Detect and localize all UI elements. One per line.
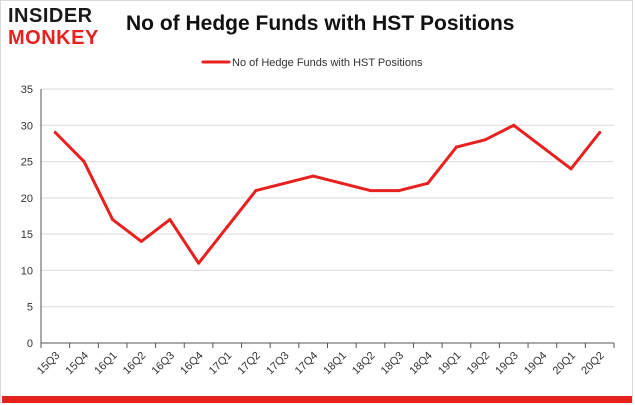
x-tick-label: 20Q1 bbox=[551, 350, 579, 378]
data-point bbox=[111, 218, 115, 222]
y-tick-label: 35 bbox=[21, 84, 33, 96]
x-tick-label: 19Q3 bbox=[493, 350, 521, 378]
data-point bbox=[82, 160, 86, 164]
insider-monkey-logo: INSIDER MONKEY bbox=[8, 4, 118, 50]
x-tick-label: 18Q1 bbox=[321, 350, 349, 378]
bottom-accent-bar bbox=[2, 396, 632, 403]
data-point bbox=[254, 189, 258, 193]
data-point bbox=[426, 181, 430, 185]
y-tick-label: 0 bbox=[27, 338, 33, 350]
data-point bbox=[139, 239, 143, 243]
y-tick-label: 30 bbox=[21, 120, 33, 132]
series-line bbox=[53, 123, 602, 265]
x-tick-label: 18Q4 bbox=[407, 350, 435, 378]
x-tick-label: 20Q2 bbox=[579, 350, 607, 378]
data-point bbox=[368, 189, 372, 193]
y-tick-label: 15 bbox=[21, 229, 33, 241]
x-tick-label: 17Q3 bbox=[264, 350, 292, 378]
x-tick-label: 17Q1 bbox=[207, 350, 235, 378]
x-tick-label: 17Q2 bbox=[235, 350, 263, 378]
x-tick-label: 16Q2 bbox=[121, 350, 149, 378]
data-point bbox=[197, 261, 201, 265]
x-tick-label: 19Q2 bbox=[465, 350, 493, 378]
y-tick-label: 25 bbox=[21, 157, 33, 169]
data-point bbox=[598, 131, 602, 135]
x-tick-label: 19Q1 bbox=[436, 350, 464, 378]
data-point bbox=[225, 225, 229, 229]
y-tick-label: 5 bbox=[27, 302, 33, 314]
y-tick-label: 10 bbox=[21, 265, 33, 277]
data-point bbox=[569, 167, 573, 171]
data-point bbox=[311, 174, 315, 178]
x-tick-label: 15Q3 bbox=[35, 350, 63, 378]
data-point bbox=[483, 138, 487, 142]
data-point bbox=[168, 218, 172, 222]
x-tick-label: 18Q2 bbox=[350, 350, 378, 378]
chart-title: No of Hedge Funds with HST Positions bbox=[126, 12, 515, 35]
legend-label: No of Hedge Funds with HST Positions bbox=[232, 57, 423, 69]
data-point bbox=[397, 189, 401, 193]
x-tick-label: 15Q4 bbox=[64, 350, 92, 378]
x-tick-label: 19Q4 bbox=[522, 350, 550, 378]
data-point bbox=[540, 145, 544, 149]
data-point bbox=[454, 145, 458, 149]
y-tick-label: 20 bbox=[21, 193, 33, 205]
data-point bbox=[53, 131, 57, 135]
x-tick-label: 16Q1 bbox=[92, 350, 120, 378]
logo-line-2: MONKEY bbox=[8, 27, 99, 49]
data-point bbox=[340, 181, 344, 185]
data-point bbox=[283, 181, 287, 185]
x-tick-label: 18Q3 bbox=[379, 350, 407, 378]
x-tick-label: 17Q4 bbox=[293, 350, 321, 378]
data-point bbox=[512, 123, 516, 127]
x-tick-label: 16Q4 bbox=[178, 350, 206, 378]
x-tick-label: 16Q3 bbox=[150, 350, 178, 378]
logo-line-1: INSIDER bbox=[8, 5, 93, 27]
